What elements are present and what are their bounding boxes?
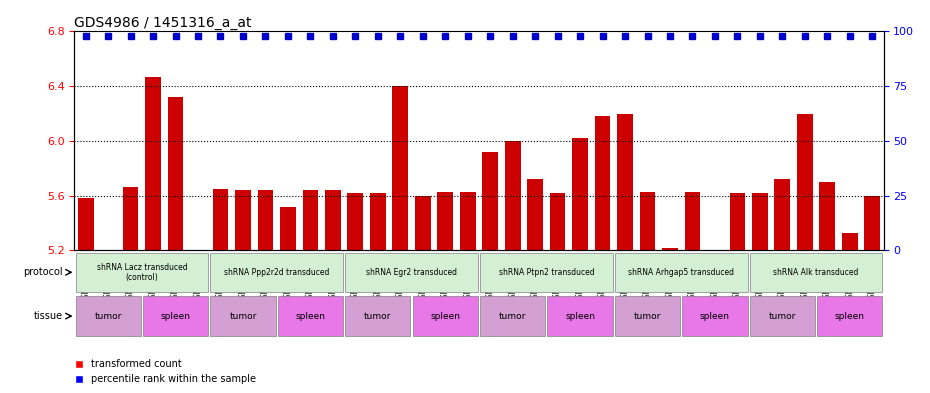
Bar (145, 77, 161, 393)
FancyBboxPatch shape (345, 253, 478, 292)
Text: shRNA Alk transduced: shRNA Alk transduced (774, 268, 858, 277)
Bar (415, 196, 431, 393)
Bar (167, 97, 183, 393)
Text: spleen: spleen (161, 312, 191, 321)
Bar (459, 191, 475, 393)
Text: tumor: tumor (230, 312, 257, 321)
Bar (729, 193, 745, 393)
Text: tumor: tumor (365, 312, 392, 321)
Bar (483, 152, 498, 393)
Bar (842, 233, 857, 393)
FancyBboxPatch shape (75, 296, 140, 336)
Text: spleen: spleen (700, 312, 730, 321)
FancyBboxPatch shape (278, 296, 343, 336)
Text: spleen: spleen (835, 312, 865, 321)
Text: shRNA Ptpn2 transduced: shRNA Ptpn2 transduced (498, 268, 594, 277)
Bar (213, 189, 229, 393)
Bar (594, 116, 610, 393)
Bar (348, 193, 364, 393)
FancyBboxPatch shape (548, 296, 613, 336)
Bar (505, 141, 521, 393)
Bar (280, 207, 296, 393)
Bar (392, 86, 408, 393)
FancyBboxPatch shape (683, 296, 748, 336)
Bar (258, 190, 273, 393)
Text: shRNA Lacz transduced
(control): shRNA Lacz transduced (control) (97, 263, 187, 282)
FancyBboxPatch shape (615, 253, 748, 292)
FancyBboxPatch shape (210, 296, 275, 336)
Bar (370, 193, 386, 393)
Text: protocol: protocol (23, 267, 63, 277)
Bar (684, 191, 700, 393)
Bar (527, 179, 543, 393)
Bar (190, 252, 206, 393)
Bar (752, 193, 768, 393)
Text: tumor: tumor (95, 312, 122, 321)
FancyBboxPatch shape (750, 296, 815, 336)
Text: shRNA Arhgap5 transduced: shRNA Arhgap5 transduced (629, 268, 734, 277)
FancyBboxPatch shape (480, 253, 613, 292)
Legend: transformed count, percentile rank within the sample: transformed count, percentile rank withi… (70, 356, 260, 388)
Bar (572, 138, 588, 393)
Text: shRNA Egr2 transduced: shRNA Egr2 transduced (366, 268, 457, 277)
Bar (797, 114, 813, 393)
Bar (550, 193, 565, 393)
Bar (78, 198, 94, 393)
Bar (325, 190, 340, 393)
Bar (235, 190, 251, 393)
FancyBboxPatch shape (345, 296, 410, 336)
Bar (775, 179, 790, 393)
Text: shRNA Ppp2r2d transduced: shRNA Ppp2r2d transduced (224, 268, 329, 277)
Text: tumor: tumor (769, 312, 796, 321)
Bar (864, 196, 880, 393)
FancyBboxPatch shape (75, 253, 208, 292)
Text: tumor: tumor (634, 312, 661, 321)
Bar (618, 114, 633, 393)
Bar (662, 248, 678, 393)
Text: spleen: spleen (296, 312, 326, 321)
Text: spleen: spleen (565, 312, 595, 321)
Bar (100, 252, 116, 393)
FancyBboxPatch shape (817, 296, 883, 336)
Bar (123, 187, 139, 393)
FancyBboxPatch shape (615, 296, 680, 336)
Bar (707, 278, 723, 393)
FancyBboxPatch shape (143, 296, 208, 336)
FancyBboxPatch shape (480, 296, 545, 336)
FancyBboxPatch shape (210, 253, 343, 292)
Bar (640, 191, 656, 393)
FancyBboxPatch shape (413, 296, 478, 336)
Text: GDS4986 / 1451316_a_at: GDS4986 / 1451316_a_at (74, 17, 252, 30)
Bar (437, 191, 453, 393)
FancyBboxPatch shape (750, 253, 883, 292)
Bar (302, 190, 318, 393)
Text: tumor: tumor (499, 312, 526, 321)
Text: spleen: spleen (431, 312, 460, 321)
Bar (819, 182, 835, 393)
Text: tissue: tissue (34, 311, 63, 321)
